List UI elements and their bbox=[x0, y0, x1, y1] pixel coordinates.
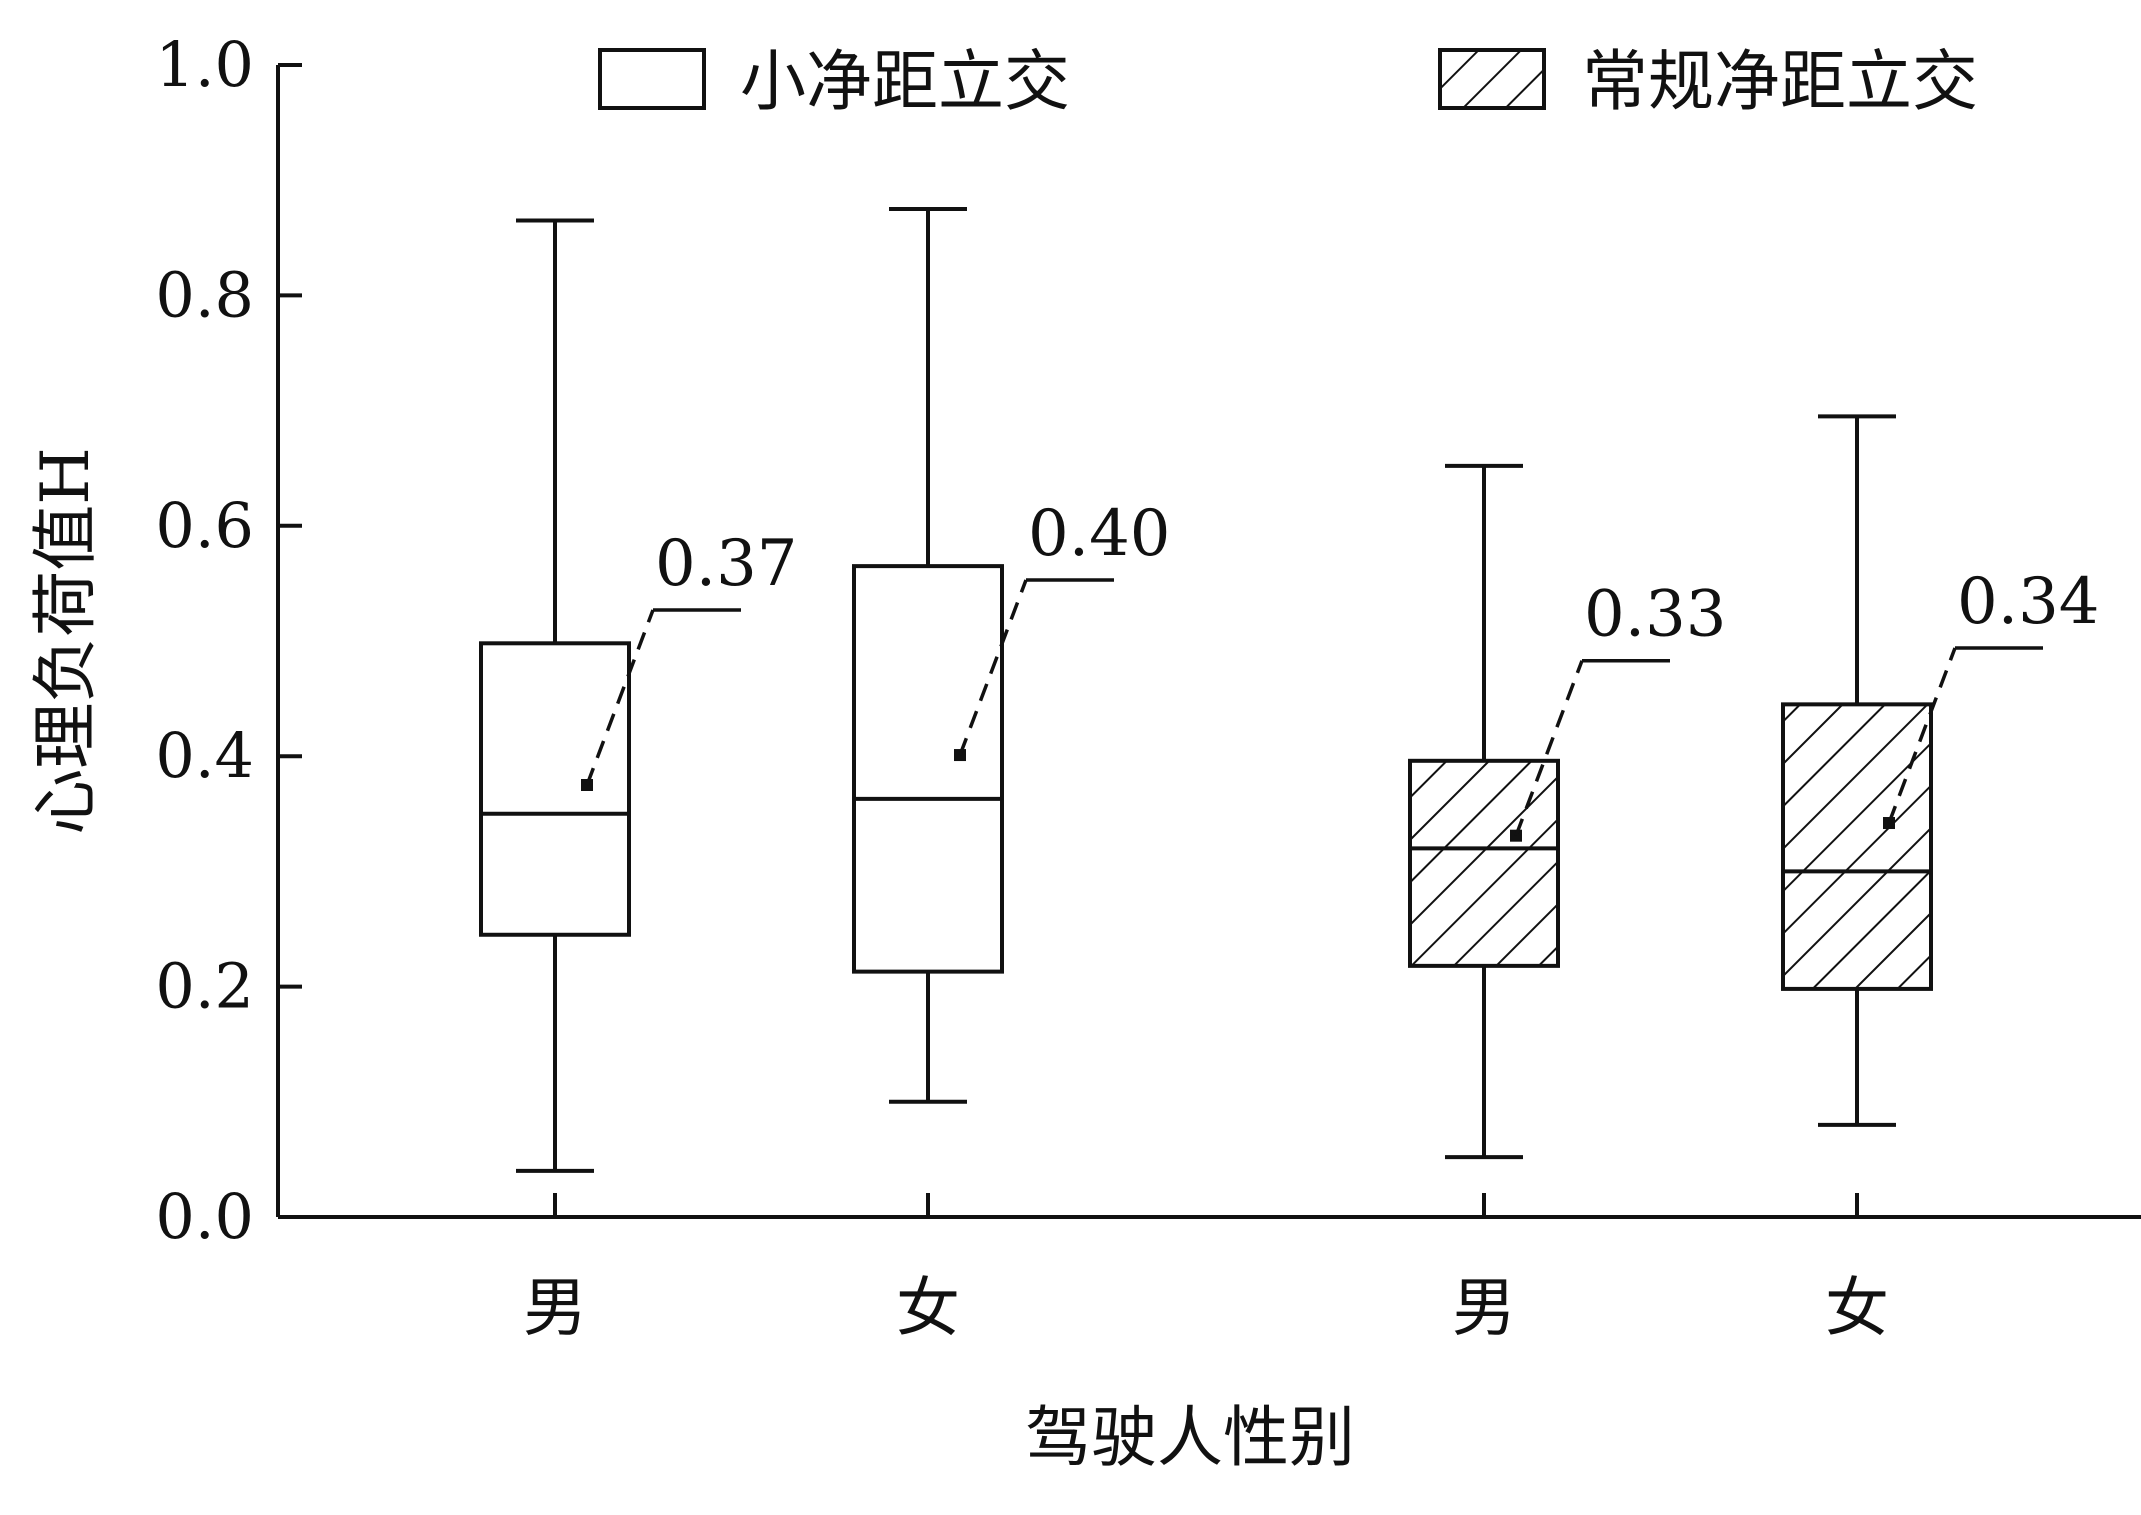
legend-label-series-2: 常规净距立交 bbox=[1582, 43, 1978, 120]
box-iqr bbox=[852, 564, 1004, 974]
x-axis-ticks: 男女男女 bbox=[523, 1193, 1889, 1346]
mean-leader-line bbox=[1514, 660, 1584, 837]
x-tick-label: 男 bbox=[523, 1272, 587, 1346]
mean-leader-line bbox=[585, 609, 655, 786]
y-tick-label: 0.6 bbox=[155, 489, 254, 562]
legend-swatch-plain bbox=[598, 48, 706, 110]
x-tick-label: 女 bbox=[896, 1272, 960, 1346]
legend-label-series-1: 小净距立交 bbox=[740, 43, 1070, 120]
y-tick-label: 0.2 bbox=[155, 950, 254, 1023]
box-iqr bbox=[479, 641, 631, 937]
box-iqr bbox=[1408, 758, 1560, 968]
box-plot-boxes: 0.37 0.40 0.33 0.34 bbox=[479, 207, 2100, 1173]
box-group: 0.37 bbox=[479, 218, 798, 1173]
box-group: 0.40 bbox=[852, 207, 1171, 1104]
x-tick-label: 男 bbox=[1452, 1272, 1516, 1346]
x-tick-label: 女 bbox=[1825, 1272, 1889, 1346]
box-iqr bbox=[1781, 702, 1933, 991]
y-axis-ticks: 0.0 0.2 0.4 0.6 0.8 1.0 bbox=[155, 28, 302, 1253]
y-tick-label: 1.0 bbox=[155, 28, 254, 101]
y-tick-label: 0.0 bbox=[155, 1180, 254, 1253]
x-axis-title: 驾驶人性别 bbox=[1025, 1399, 1355, 1476]
y-axis-title: 心理负荷值H bbox=[27, 447, 104, 835]
mean-value-label: 0.37 bbox=[655, 527, 798, 601]
legend: 小净距立交 常规净距立交 bbox=[598, 43, 1978, 120]
y-tick-label: 0.8 bbox=[155, 258, 254, 331]
mean-leader-line bbox=[958, 579, 1028, 756]
mean-leader-line bbox=[1887, 647, 1957, 824]
box-group: 0.33 bbox=[1408, 463, 1727, 1160]
box-group: 0.34 bbox=[1781, 414, 2100, 1127]
legend-swatch-hatched bbox=[1438, 48, 1546, 110]
y-tick-label: 0.4 bbox=[155, 719, 254, 792]
mean-value-label: 0.34 bbox=[1957, 565, 2100, 639]
mean-value-label: 0.40 bbox=[1028, 497, 1171, 571]
mean-value-label: 0.33 bbox=[1584, 578, 1727, 652]
